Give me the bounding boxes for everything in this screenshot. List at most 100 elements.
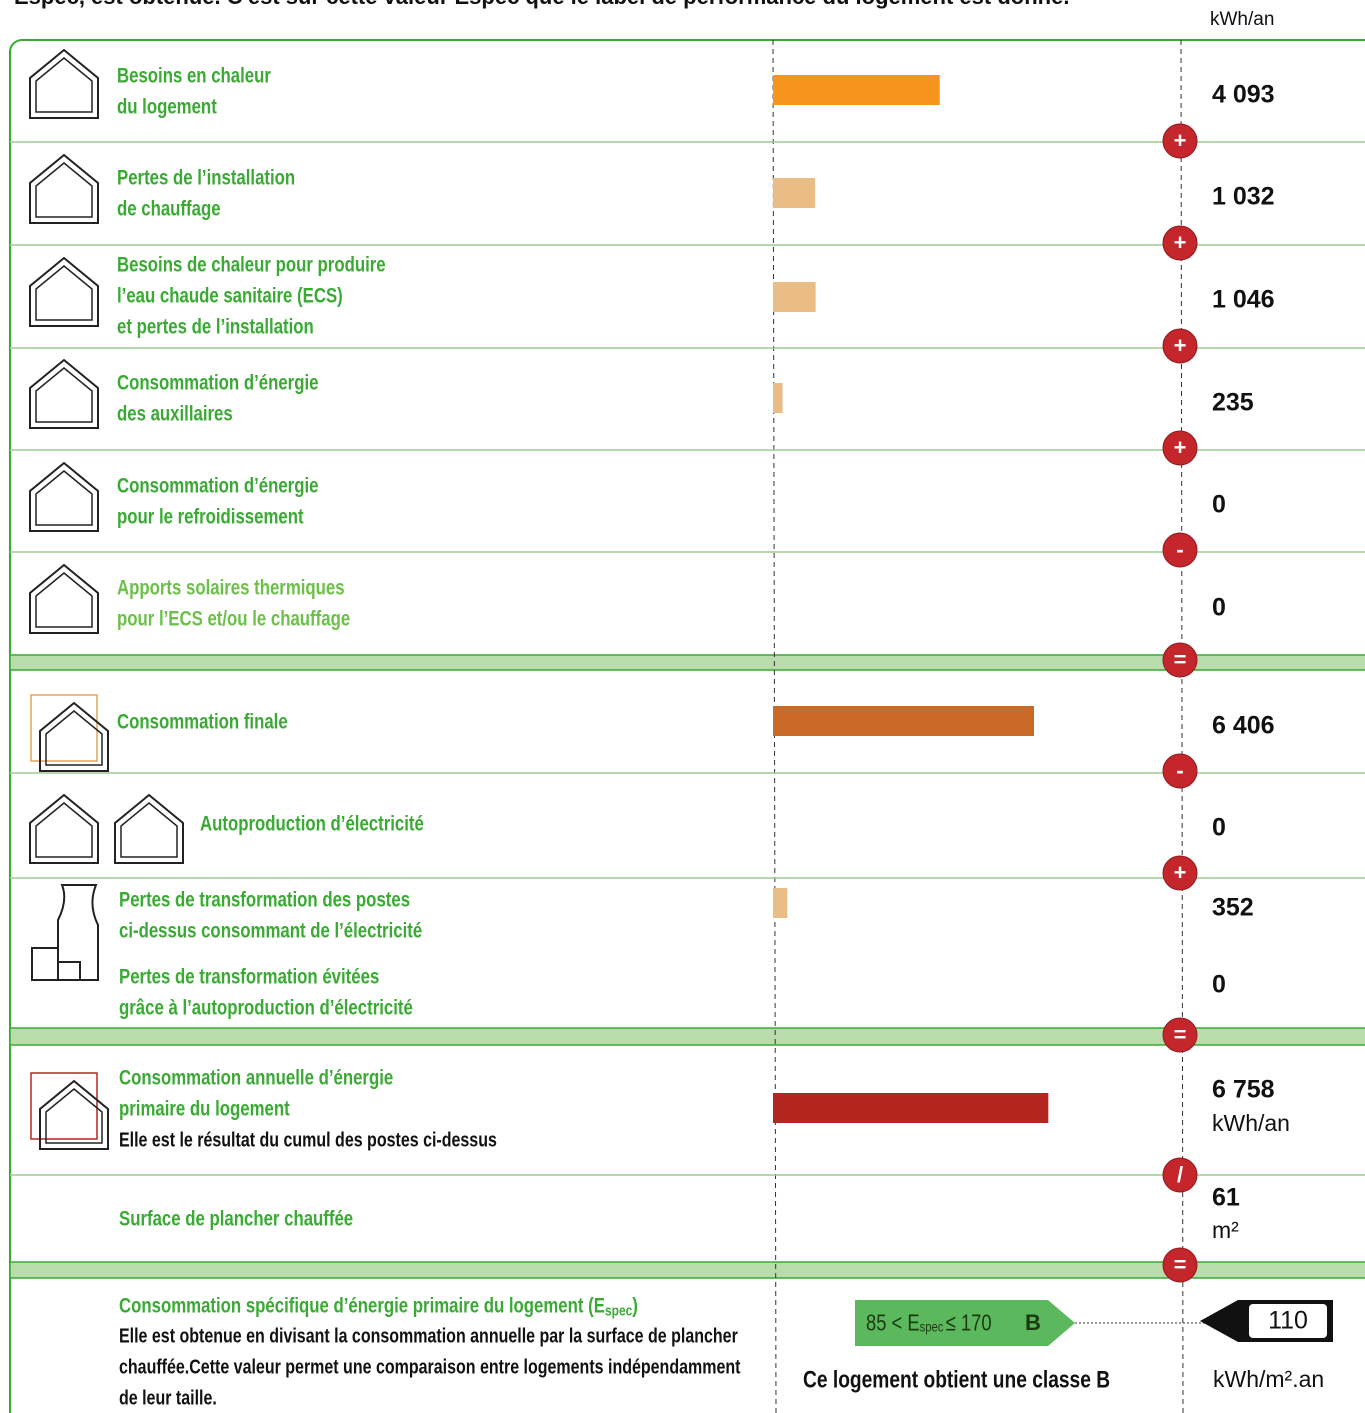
operator: + [1174, 860, 1187, 885]
operator: = [1174, 1022, 1187, 1047]
operator: + [1174, 128, 1187, 153]
class-letter: B [1025, 1310, 1041, 1335]
row-value: 0 [1212, 491, 1226, 519]
result-value: 110 [1268, 1307, 1308, 1335]
bar [773, 75, 940, 105]
operator: = [1174, 647, 1187, 672]
row-label: de chauffage [117, 198, 221, 221]
operator-circle [1162, 855, 1198, 891]
row-value: 6 758 [1212, 1076, 1275, 1104]
icon [120, 802, 178, 858]
result-title-part: spec [605, 1302, 633, 1319]
icon [29, 256, 99, 327]
icon [31, 884, 99, 981]
operator: + [1174, 230, 1187, 255]
icon [29, 358, 99, 429]
bar [773, 1093, 1049, 1123]
operator: + [1174, 333, 1187, 358]
row-value: 61 [1212, 1184, 1240, 1212]
icon [29, 461, 99, 532]
row-label: Consommation annuelle d’énergie [119, 1067, 393, 1090]
icon [35, 265, 93, 321]
icon [29, 563, 99, 634]
operator-circle [1162, 1017, 1198, 1053]
intro-text: Espec, est obtenue. C'est sur cette vale… [14, 0, 1069, 9]
row-value: 0 [1212, 971, 1226, 999]
row-value: 6 406 [1212, 712, 1275, 740]
operator: - [1176, 758, 1183, 783]
icon [35, 572, 93, 628]
bar [773, 888, 788, 918]
row-label: Besoins en chaleur [117, 65, 271, 88]
frame [9, 39, 1365, 1413]
class-range-part: spec [920, 1320, 944, 1335]
row-label: pour l’ECS et/ou le chauffage [117, 608, 350, 631]
icon [30, 1072, 98, 1140]
band [9, 654, 1365, 671]
icon [39, 1079, 109, 1150]
row-value: 0 [1212, 594, 1226, 622]
result-unit: kWh/m².an [1213, 1366, 1324, 1392]
bar [773, 282, 816, 312]
class-arrow [855, 1300, 1075, 1346]
operator: - [1176, 537, 1183, 562]
icon [45, 710, 103, 766]
icon [29, 153, 99, 224]
row-label: primaire du logement [119, 1098, 290, 1121]
row-value: 0 [1212, 814, 1226, 842]
row-label: du logement [117, 96, 217, 119]
row-label: ci-dessus consommant de l’électricité [119, 920, 422, 943]
row-label: Autoproduction d’électricité [200, 813, 424, 836]
operator-circle [1162, 123, 1198, 159]
row-value: 235 [1212, 389, 1254, 417]
row-unit: m² [1212, 1217, 1239, 1243]
operator-circle [1162, 225, 1198, 261]
operator-circle [1162, 430, 1198, 466]
icon [30, 694, 98, 762]
row-label: Besoins de chaleur pour produire [117, 254, 386, 277]
icon [39, 701, 109, 772]
operator: + [1174, 435, 1187, 460]
row-value: 1 032 [1212, 183, 1275, 211]
result-description: Elle est obtenue en divisant la consomma… [119, 1325, 738, 1347]
icon [29, 793, 99, 864]
icon [35, 162, 93, 218]
unit-header: kWh/an [1210, 9, 1274, 30]
row-label: l’eau chaude sanitaire (ECS) [117, 285, 343, 308]
icon [35, 802, 93, 858]
value-box [1249, 1304, 1327, 1338]
bar [773, 383, 783, 413]
result-title-part: Consommation spécifique d’énergie primai… [119, 1295, 605, 1318]
operator-circle [1162, 1247, 1198, 1283]
icon [35, 57, 93, 113]
operator-circle [1162, 753, 1198, 789]
row-label: grâce à l’autoproduction d’électricité [119, 997, 413, 1020]
result-title: Consommation spécifique d’énergie primai… [119, 1295, 638, 1318]
icon [114, 793, 184, 864]
class-range: 85 < Espec ≤ 170 [866, 1310, 992, 1335]
row-unit: kWh/an [1212, 1110, 1290, 1136]
row-label: Apports solaires thermiques [117, 577, 345, 600]
row-label: des auxillaires [117, 403, 233, 426]
row-label: Pertes de transformation des postes [119, 889, 410, 912]
row-value: 4 093 [1212, 81, 1275, 109]
row-value: 1 046 [1212, 286, 1275, 314]
row-label: Consommation d’énergie [117, 475, 318, 498]
icon [45, 1088, 103, 1144]
operator-circle [1162, 328, 1198, 364]
result-description: de leur taille. [119, 1387, 217, 1409]
icon [35, 367, 93, 423]
operator: / [1177, 1162, 1183, 1187]
operator: = [1174, 1252, 1187, 1277]
row-note: Elle est le résultat du cumul des postes… [119, 1129, 497, 1151]
result-description: chauffée.Cette valeur permet une compara… [119, 1356, 740, 1378]
class-range-part: ≤ 170 [946, 1310, 992, 1335]
row-label: et pertes de l’installation [117, 316, 314, 339]
result-title-part: ) [632, 1295, 638, 1318]
band [9, 1261, 1365, 1279]
operator-circle [1162, 642, 1198, 678]
row-label: Pertes de transformation évitées [119, 966, 379, 989]
row-label: Surface de plancher chauffée [119, 1208, 353, 1231]
row-value: 352 [1212, 894, 1254, 922]
